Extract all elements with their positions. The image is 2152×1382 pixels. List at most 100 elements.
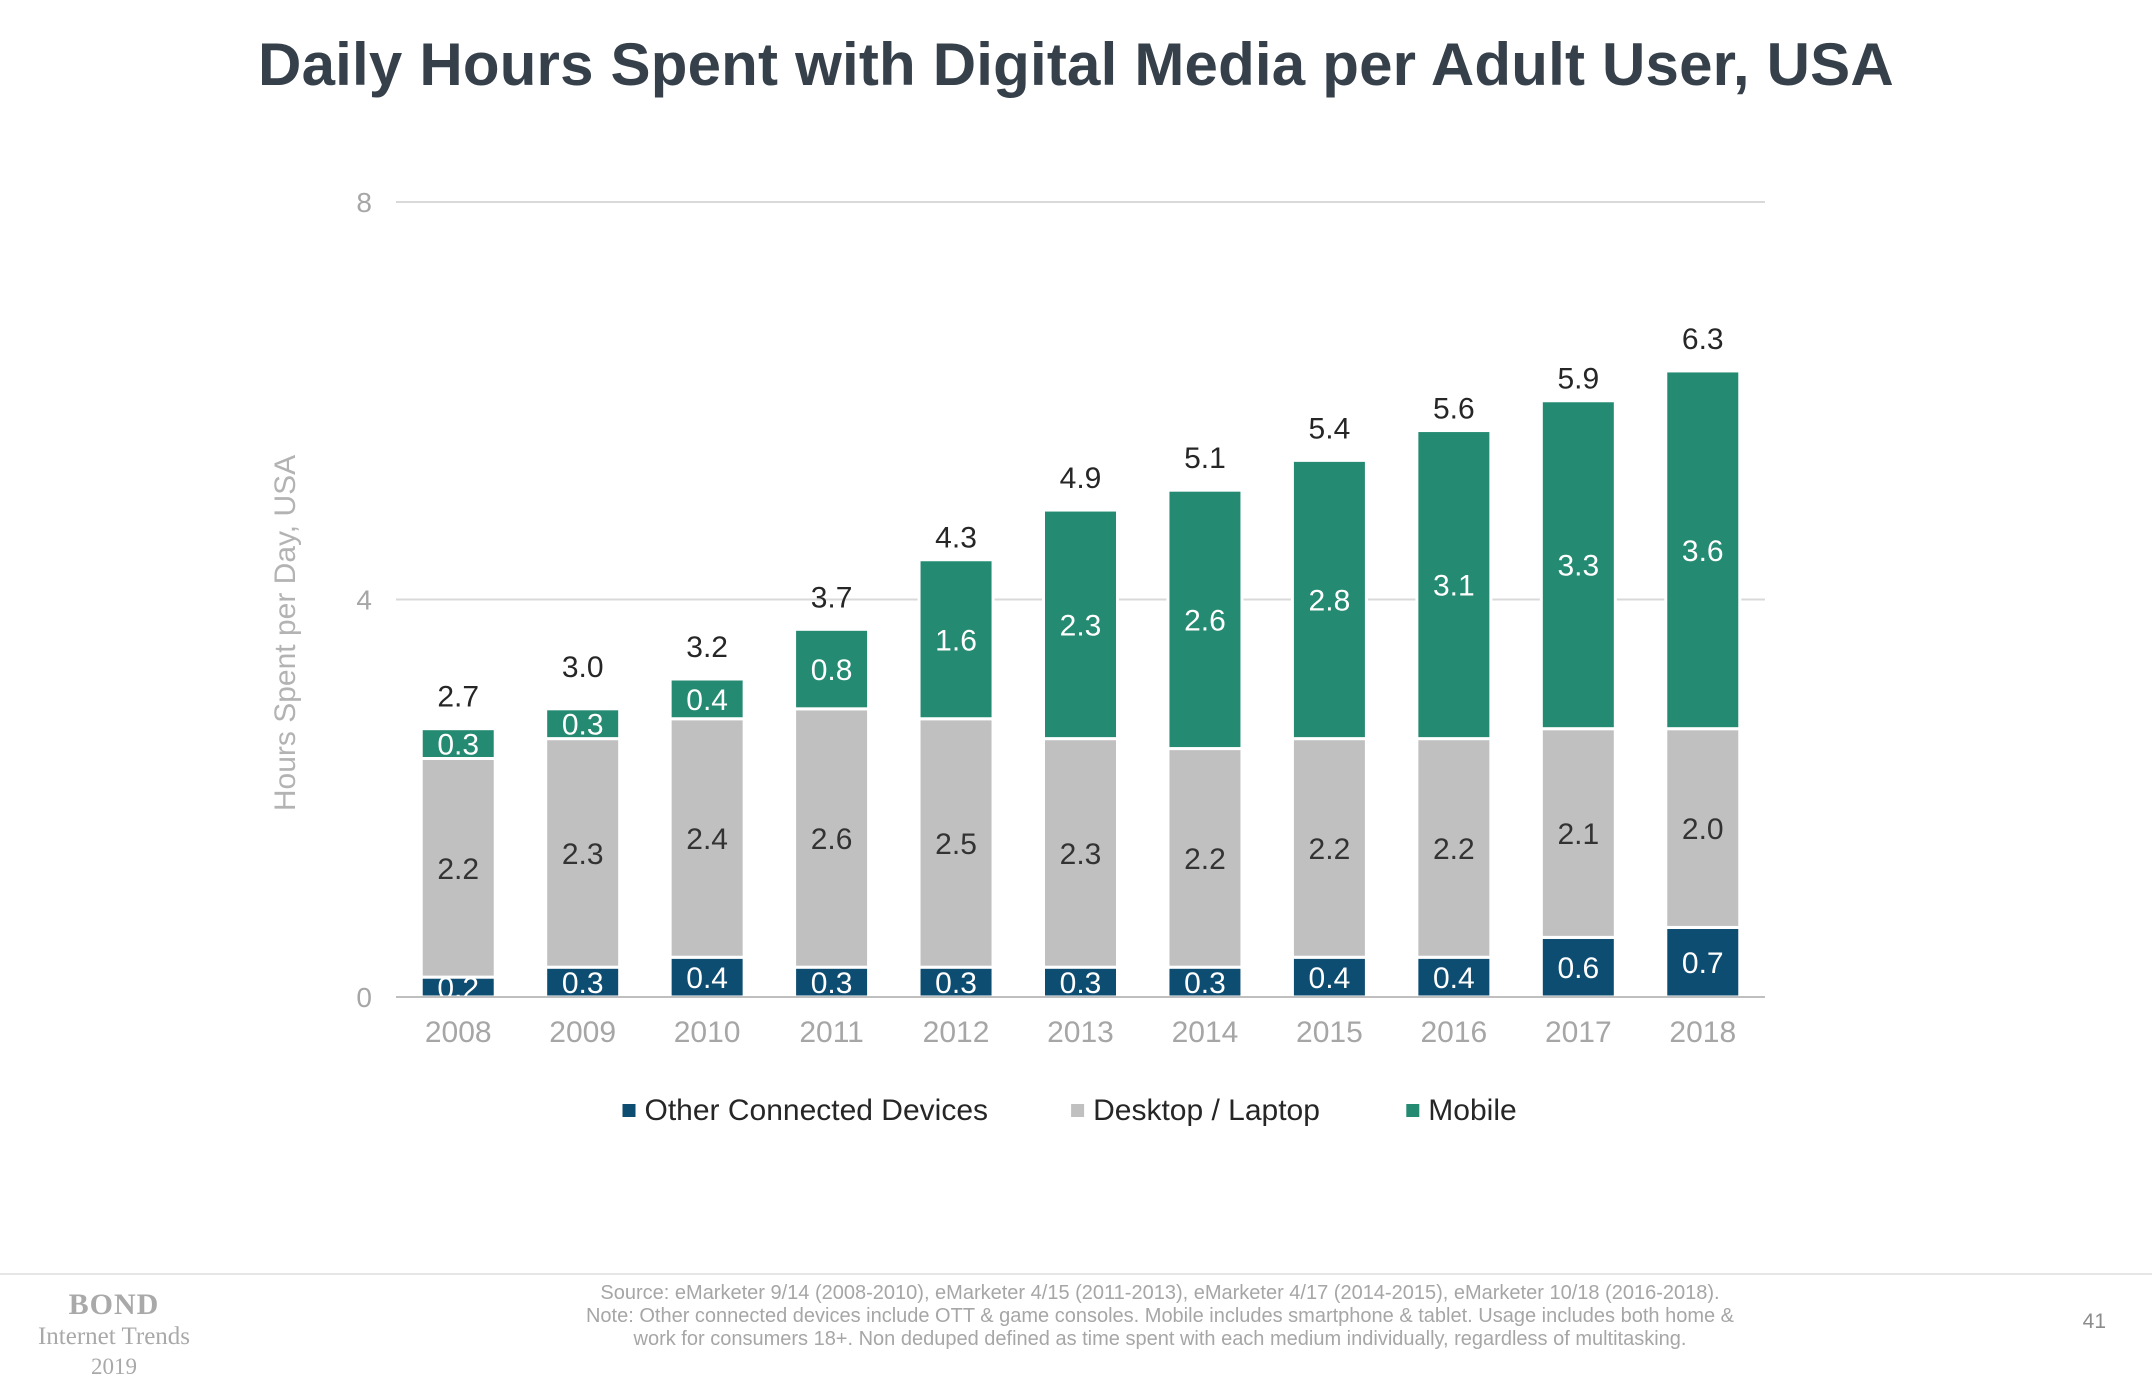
chart-legend: Other Connected Devices Desktop / Laptop M…: [622, 1094, 1517, 1127]
x-tick-label: 2017: [1545, 1016, 1612, 1049]
bar-segment: [1166, 488, 1244, 751]
bar-segment: [1539, 727, 1617, 939]
data-label: 2.3: [562, 838, 604, 871]
bar-segment: [544, 965, 622, 999]
bar-segment: [917, 558, 995, 721]
total-label: 2.7: [437, 681, 479, 714]
x-tick-label: 2009: [549, 1016, 616, 1049]
data-label: 0.3: [1060, 967, 1102, 1000]
bar-segment: [917, 717, 995, 969]
data-label: 2.2: [1184, 843, 1226, 876]
data-label: 3.6: [1682, 535, 1724, 568]
x-tick-label: 2018: [1669, 1016, 1736, 1049]
data-label: 0.4: [1433, 962, 1475, 995]
bar-segment: [1042, 965, 1119, 999]
x-axis: 2008 2009 2010 2011 2012 2013 2014 2015 2016 2017…: [396, 996, 1765, 1049]
bar-segment: [1290, 737, 1368, 959]
data-label: 2.2: [1309, 833, 1351, 866]
bar-segment: [1664, 369, 1742, 731]
x-tick-label: 2008: [425, 1016, 492, 1049]
data-label: 2.0: [1682, 813, 1724, 846]
data-label: 0.7: [1682, 947, 1724, 980]
x-tick-label: 2013: [1047, 1016, 1114, 1049]
bar-segment: [1415, 429, 1493, 741]
bar-segment: [793, 707, 871, 969]
total-label: 5.9: [1557, 363, 1599, 396]
data-label: 2.8: [1309, 585, 1351, 618]
x-tick-label: 2014: [1172, 1016, 1239, 1049]
total-label: 3.0: [562, 651, 604, 684]
data-label: 3.3: [1557, 550, 1599, 583]
bar-segment: [1664, 727, 1742, 929]
bar-segment: [1166, 747, 1244, 969]
data-label: 0.3: [562, 709, 604, 742]
legend-swatch: [1071, 1104, 1085, 1117]
bar-segment: [544, 737, 622, 969]
bar-segment: [668, 677, 746, 721]
y-tick-label: 0: [356, 982, 372, 1013]
bar-segment: [1042, 737, 1119, 969]
bar-segment: [793, 627, 871, 711]
data-label: 2.6: [811, 823, 853, 856]
x-tick-label: 2016: [1420, 1016, 1487, 1049]
data-label: 0.3: [811, 967, 853, 1000]
data-label: 2.3: [1060, 838, 1102, 871]
data-label: 2.6: [1184, 604, 1226, 637]
data-label: 2.3: [1060, 609, 1102, 642]
data-label: 2.1: [1557, 818, 1599, 851]
bond-logo: BOND Internet Trends 2019: [14, 1288, 214, 1382]
legend-label: Mobile: [1428, 1094, 1516, 1127]
bar-segment: [917, 965, 995, 999]
data-label: 2.4: [686, 823, 728, 856]
footer-divider: [0, 1273, 2152, 1275]
data-label: 2.5: [935, 828, 977, 861]
source-note: Source: eMarketer 9/14 (2008-2010), eMar…: [540, 1282, 1780, 1351]
logo-brand: BOND: [68, 1288, 160, 1321]
bar-segment: [1290, 458, 1368, 741]
total-label: 5.6: [1433, 393, 1475, 426]
data-label: 2.2: [1433, 833, 1475, 866]
legend-swatch: [622, 1104, 636, 1117]
bar-segment: [1539, 399, 1617, 731]
x-tick-label: 2012: [923, 1016, 990, 1049]
total-label: 5.4: [1309, 412, 1351, 445]
note-line: work for consumers 18+. Non deduped defi…: [633, 1328, 1687, 1350]
total-label: 6.3: [1682, 323, 1724, 356]
legend-label: Other Connected Devices: [645, 1094, 989, 1127]
logo-subtitle: Internet Trends: [37, 1323, 191, 1350]
data-label: 0.4: [686, 962, 728, 995]
y-tick-label: 4: [356, 585, 372, 616]
data-label: 3.1: [1433, 570, 1475, 603]
bar-segment: [1042, 508, 1119, 741]
total-label: 3.7: [811, 581, 853, 614]
x-tick-label: 2010: [674, 1016, 741, 1049]
legend-swatch: [1406, 1104, 1420, 1117]
data-label: 0.4: [1309, 962, 1351, 995]
total-label: 4.9: [1060, 462, 1102, 495]
data-label: 0.6: [1557, 952, 1599, 985]
slide-title: Daily Hours Spent with Digital Media per…: [258, 31, 1894, 98]
data-label: 0.4: [686, 684, 728, 717]
x-tick-label: 2011: [799, 1016, 864, 1049]
bar-segment: [1539, 935, 1617, 999]
data-label: 1.6: [935, 624, 977, 657]
note-line: Note: Other connected devices include OT…: [585, 1305, 1735, 1327]
data-label: 0.3: [562, 967, 604, 1000]
data-label: 0.8: [811, 654, 853, 687]
data-label: 0.3: [1184, 967, 1226, 1000]
bar-segment: [544, 707, 622, 741]
bar-segment: [419, 727, 497, 760]
data-label: 0.3: [437, 729, 479, 762]
data-label: 2.2: [437, 853, 479, 886]
y-tick-label: 8: [356, 187, 372, 218]
source-line: Source: eMarketer 9/14 (2008-2010), eMar…: [600, 1282, 1720, 1304]
legend-label: Desktop / Laptop: [1093, 1094, 1320, 1127]
data-label: 0.3: [935, 967, 977, 1000]
total-label: 3.2: [686, 631, 728, 664]
x-tick-label: 2015: [1296, 1016, 1363, 1049]
total-label: 5.1: [1184, 442, 1226, 475]
chart-bars: 0.22.20.32.70.32.30.33.00.42.40.43.20.32…: [419, 323, 1742, 1005]
logo-year: 2019: [91, 1354, 137, 1379]
total-label: 4.3: [935, 522, 977, 555]
